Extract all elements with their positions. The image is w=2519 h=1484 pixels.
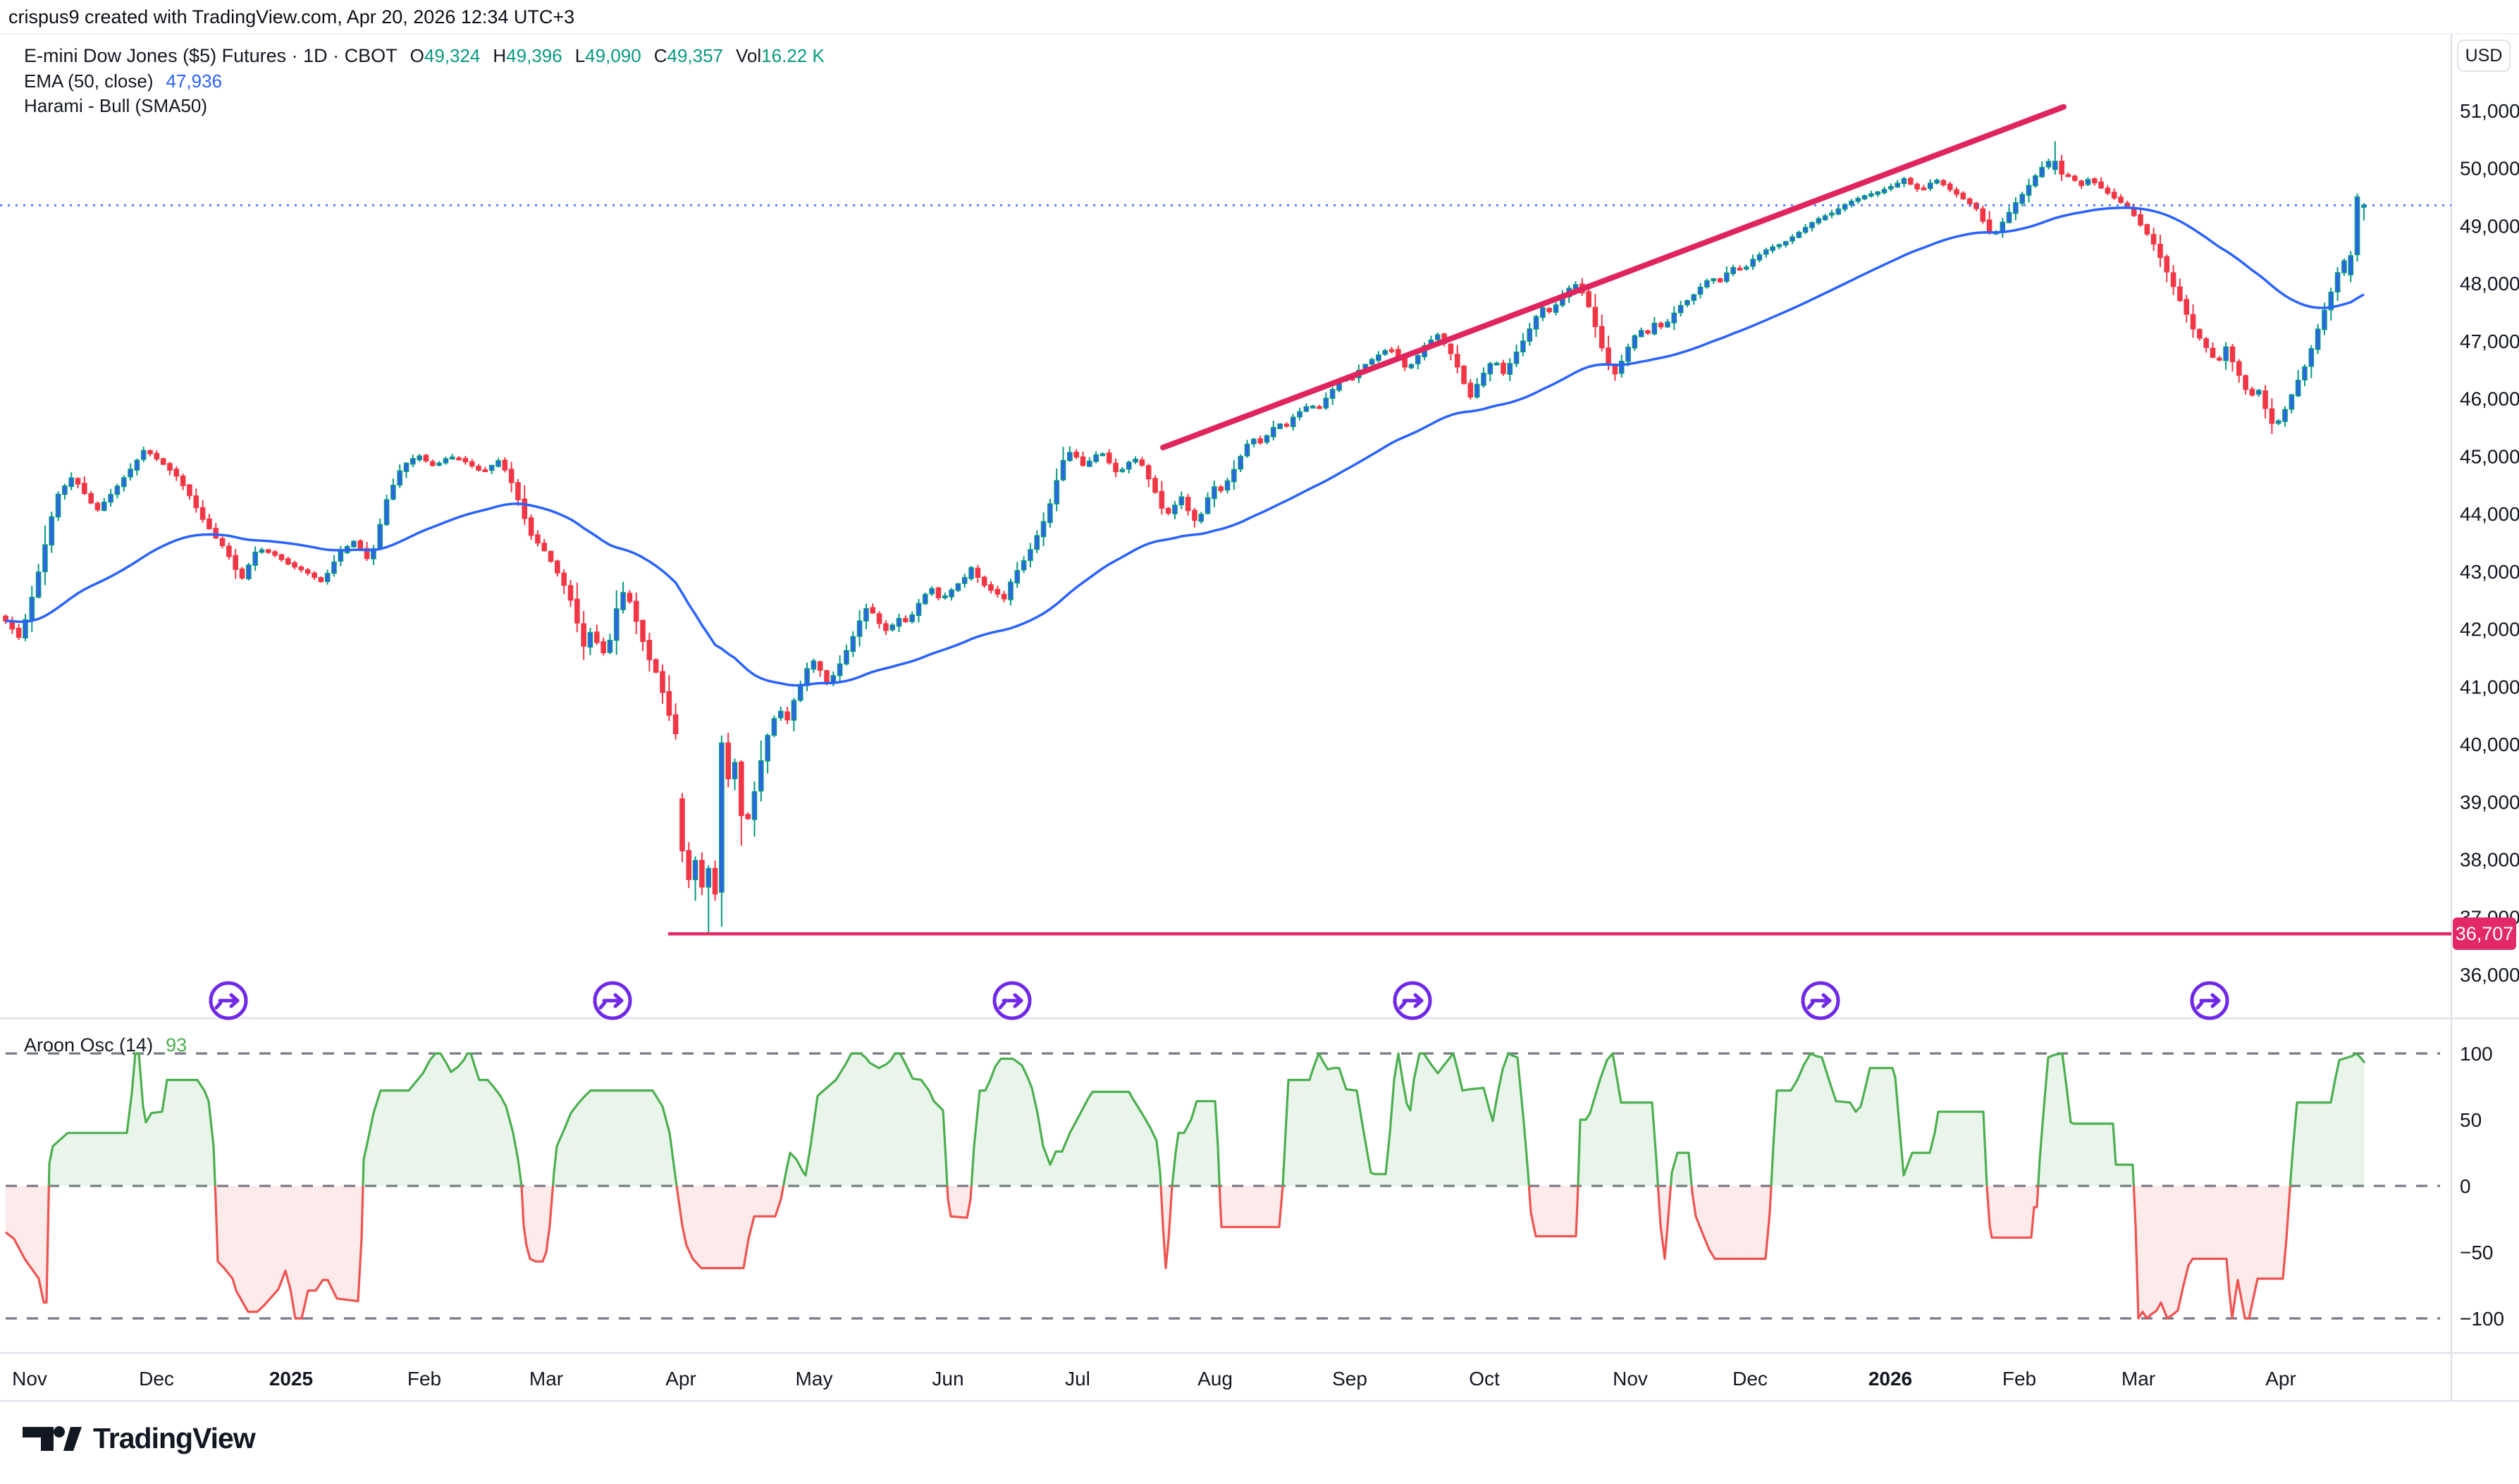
tradingview-logo[interactable]: TradingView <box>21 1422 256 1455</box>
time-axis-labels[interactable]: Nov Dec 2025 Feb Mar Apr May Jun Jul Aug Sep Oct Nov… <box>12 1368 2296 1390</box>
svg-text:50,000: 50,000 <box>2460 158 2519 180</box>
symbol-legend-row[interactable]: E-mini Dow Jones ($5) Futures · 1D · CBO… <box>24 47 825 66</box>
svg-text:Apr: Apr <box>2265 1368 2296 1390</box>
svg-text:Feb: Feb <box>2002 1368 2036 1390</box>
session-break-icons[interactable] <box>209 981 2229 1020</box>
close-label: C <box>653 45 667 66</box>
volume-value: 16.22 K <box>761 45 825 66</box>
svg-text:Oct: Oct <box>1469 1368 1500 1390</box>
session-break-icon <box>992 981 1032 1020</box>
svg-text:Dec: Dec <box>139 1368 174 1390</box>
tradingview-logo-text: TradingView <box>93 1422 256 1454</box>
svg-text:May: May <box>796 1368 833 1390</box>
svg-text:Feb: Feb <box>407 1368 441 1390</box>
aroon-oscillator-plot <box>5 1052 2440 1320</box>
svg-text:Nov: Nov <box>12 1368 47 1390</box>
volume-label: Vol <box>736 45 762 66</box>
svg-text:41,000: 41,000 <box>2460 676 2519 698</box>
chart-legend: E-mini Dow Jones ($5) Futures · 1D · CBO… <box>24 47 825 121</box>
svg-text:Mar: Mar <box>2121 1368 2155 1390</box>
aroon-label: Aroon Osc (14) <box>24 1034 154 1056</box>
panel-separators <box>0 33 2519 1402</box>
high-value: 49,396 <box>506 45 562 66</box>
svg-text:38,000: 38,000 <box>2460 849 2519 871</box>
svg-text:40,000: 40,000 <box>2460 734 2519 755</box>
svg-text:2026: 2026 <box>1868 1368 1912 1390</box>
price-axis-labels[interactable]: 51,000 50,000 49,000 48,000 47,000 46,000 45,0… <box>2460 100 2519 986</box>
svg-text:43,000: 43,000 <box>2460 561 2519 583</box>
svg-text:46,000: 46,000 <box>2460 388 2519 410</box>
svg-text:48,000: 48,000 <box>2460 273 2519 295</box>
ema-legend-row[interactable]: EMA (50, close) 47,936 <box>24 72 825 90</box>
svg-text:0: 0 <box>2460 1175 2471 1197</box>
trend-line-drawing[interactable] <box>1160 104 2067 451</box>
low-value: 49,090 <box>585 45 641 66</box>
high-label: H <box>493 45 507 66</box>
ema-50-line[interactable] <box>5 206 2365 687</box>
svg-text:−100: −100 <box>2460 1308 2504 1330</box>
svg-text:47,000: 47,000 <box>2460 330 2519 352</box>
svg-text:Nov: Nov <box>1613 1368 1648 1390</box>
svg-text:49,000: 49,000 <box>2460 215 2519 237</box>
session-break-icon <box>209 981 248 1020</box>
harami-label: Harami - Bull (SMA50) <box>24 95 208 116</box>
session-break-icon <box>593 981 632 1020</box>
low-label: L <box>574 45 586 66</box>
session-break-icon <box>1801 981 1840 1020</box>
svg-text:Jul: Jul <box>1065 1368 1090 1390</box>
svg-text:45,000: 45,000 <box>2460 445 2519 467</box>
svg-text:Sep: Sep <box>1332 1368 1367 1390</box>
open-value: 49,324 <box>424 45 481 66</box>
session-break-icon <box>2190 981 2229 1020</box>
aroon-legend-row[interactable]: Aroon Osc (14) 93 <box>24 1034 187 1056</box>
svg-text:39,000: 39,000 <box>2460 791 2519 813</box>
session-break-icon <box>1393 981 1432 1020</box>
svg-text:Aug: Aug <box>1197 1368 1233 1390</box>
svg-text:44,000: 44,000 <box>2460 503 2519 525</box>
svg-text:50: 50 <box>2460 1109 2482 1131</box>
svg-text:100: 100 <box>2460 1043 2493 1065</box>
svg-text:−50: −50 <box>2460 1242 2494 1263</box>
svg-text:Mar: Mar <box>529 1368 563 1390</box>
attribution-text: crispus9 created with TradingView.com, A… <box>8 6 575 27</box>
symbol-title[interactable]: E-mini Dow Jones ($5) Futures · 1D · CBO… <box>24 45 398 66</box>
ema-value: 47,936 <box>166 70 223 92</box>
currency-unit-button[interactable]: USD <box>2457 39 2511 72</box>
svg-text:42,000: 42,000 <box>2460 619 2519 641</box>
close-value: 49,357 <box>667 45 724 66</box>
aroon-value: 93 <box>166 1034 187 1056</box>
tradingview-logo-icon <box>23 1426 82 1451</box>
svg-text:2025: 2025 <box>269 1368 313 1390</box>
svg-text:Apr: Apr <box>665 1368 696 1390</box>
svg-text:51,000: 51,000 <box>2460 100 2519 122</box>
open-label: O <box>409 45 424 66</box>
svg-text:Jun: Jun <box>932 1368 963 1390</box>
aroon-axis-labels[interactable]: 100 50 0 −50 −100 <box>2460 1043 2504 1330</box>
candlestick-series <box>3 141 2367 934</box>
svg-text:Dec: Dec <box>1732 1368 1768 1390</box>
ema-label: EMA (50, close) <box>24 70 154 92</box>
harami-legend-row[interactable]: Harami - Bull (SMA50) <box>24 97 825 115</box>
svg-text:36,000: 36,000 <box>2460 964 2519 986</box>
support-price-axis-badge: 36,707 <box>2453 917 2516 951</box>
